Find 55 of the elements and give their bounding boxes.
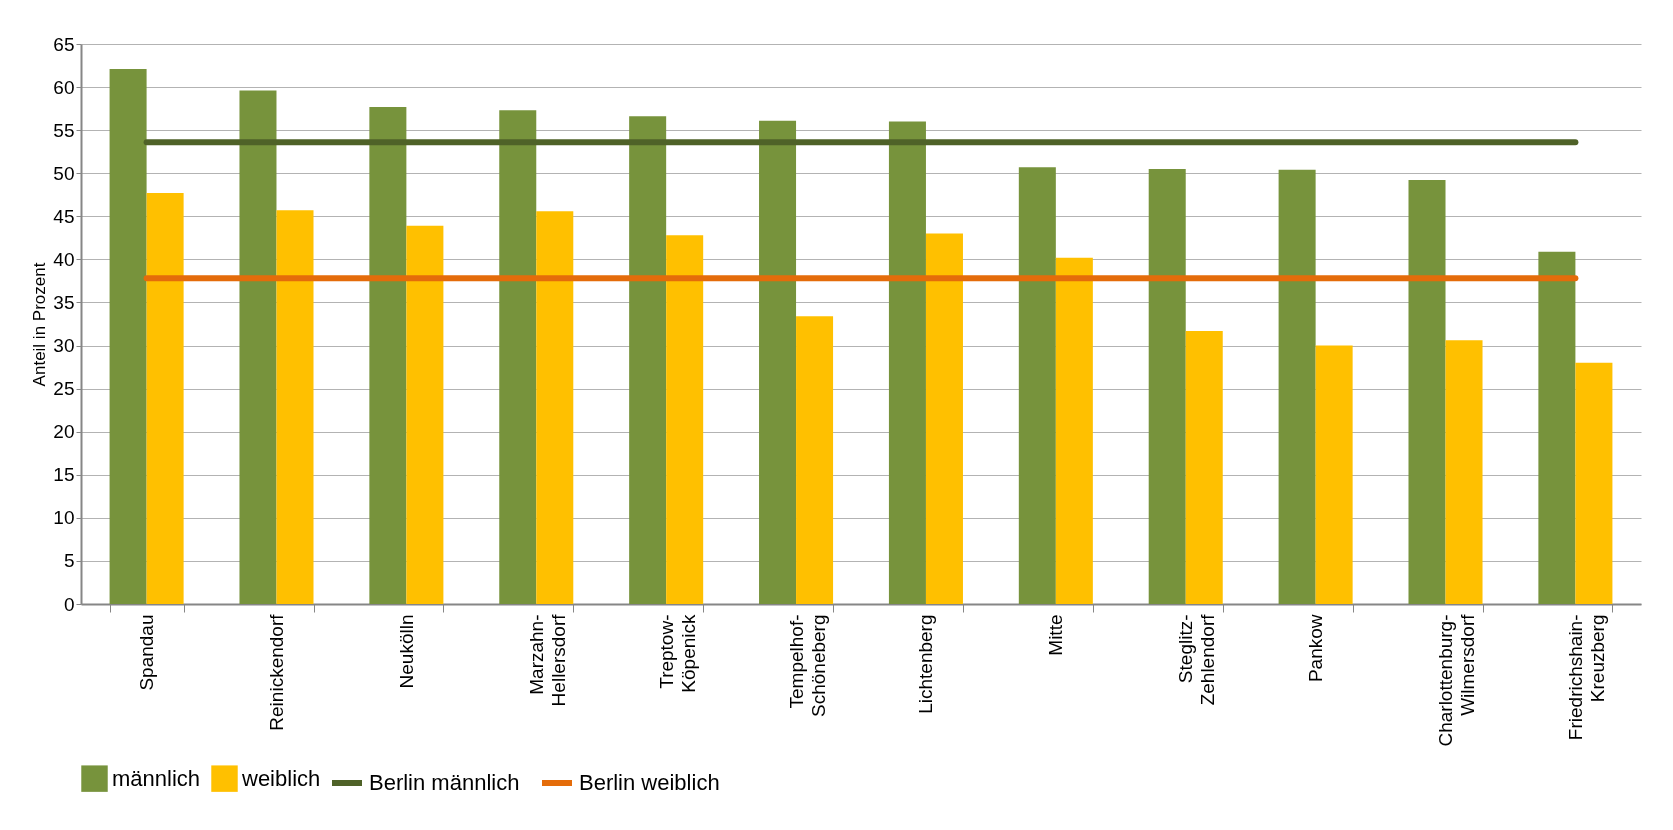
bar bbox=[109, 68, 147, 604]
bar bbox=[925, 233, 963, 604]
bar bbox=[1148, 168, 1186, 604]
x-tick-label: Tempelhof-Schöneberg bbox=[785, 614, 829, 717]
y-axis-title: Anteil in Prozent bbox=[30, 262, 50, 387]
bar bbox=[629, 116, 667, 604]
x-tick-label: Pankow bbox=[1305, 614, 1327, 683]
bar bbox=[1055, 257, 1093, 604]
y-tick-label: 30 bbox=[53, 335, 75, 357]
x-tick-label: Mitte bbox=[1045, 614, 1067, 656]
bar bbox=[796, 316, 834, 604]
y-tick-label: 20 bbox=[53, 421, 75, 443]
y-tick-label: 25 bbox=[53, 378, 75, 400]
y-tick-label: 65 bbox=[53, 33, 75, 55]
y-tick-label: 15 bbox=[53, 464, 75, 486]
y-tick-label: 0 bbox=[63, 593, 75, 615]
x-tick-label: Spandau bbox=[136, 614, 158, 691]
x-tick-label: Lichtenberg bbox=[915, 614, 937, 714]
y-tick-label: 45 bbox=[53, 205, 75, 227]
x-tick-label: Treptow-Köpenick bbox=[655, 614, 699, 693]
bar bbox=[1538, 251, 1576, 604]
y-tick-label: 50 bbox=[53, 162, 75, 184]
x-tick-label: Neukölln bbox=[395, 614, 417, 689]
bar bbox=[1278, 169, 1316, 604]
bar bbox=[1575, 362, 1613, 604]
bar bbox=[499, 110, 537, 604]
x-tick-label: Steglitz-Zehlendorf bbox=[1175, 613, 1219, 706]
bar bbox=[1315, 345, 1353, 604]
bar bbox=[1018, 167, 1056, 604]
y-tick-label: 10 bbox=[53, 507, 75, 529]
bar bbox=[666, 235, 704, 604]
x-tick-label: Friedrichshain-Kreuzberg bbox=[1564, 614, 1608, 741]
y-tick-label: 60 bbox=[53, 76, 75, 98]
bar bbox=[1445, 340, 1483, 604]
x-tick-label: Reinickendorf bbox=[265, 613, 287, 731]
x-tick-label: Charlottenburg-Wilmersdorf bbox=[1435, 613, 1479, 747]
bar bbox=[1185, 330, 1223, 604]
legend-label: Berlin männlich bbox=[369, 770, 520, 795]
bar bbox=[1408, 180, 1446, 604]
y-tick-label: 5 bbox=[63, 550, 75, 572]
bar bbox=[239, 90, 277, 604]
y-tick-label: 35 bbox=[53, 291, 75, 313]
bar bbox=[888, 121, 926, 604]
bar bbox=[146, 193, 184, 604]
y-tick-label: 55 bbox=[53, 119, 75, 141]
legend-label: weiblich bbox=[241, 765, 321, 791]
y-tick-label: 40 bbox=[53, 248, 75, 270]
x-tick-label: Marzahn-Hellersdorf bbox=[525, 613, 569, 707]
bar bbox=[276, 210, 314, 604]
bar bbox=[406, 225, 444, 604]
legend-label: Berlin weiblich bbox=[579, 770, 720, 795]
legend-label: männlich bbox=[112, 765, 201, 791]
bar bbox=[759, 120, 797, 604]
bar bbox=[536, 211, 574, 604]
bar bbox=[369, 106, 407, 604]
